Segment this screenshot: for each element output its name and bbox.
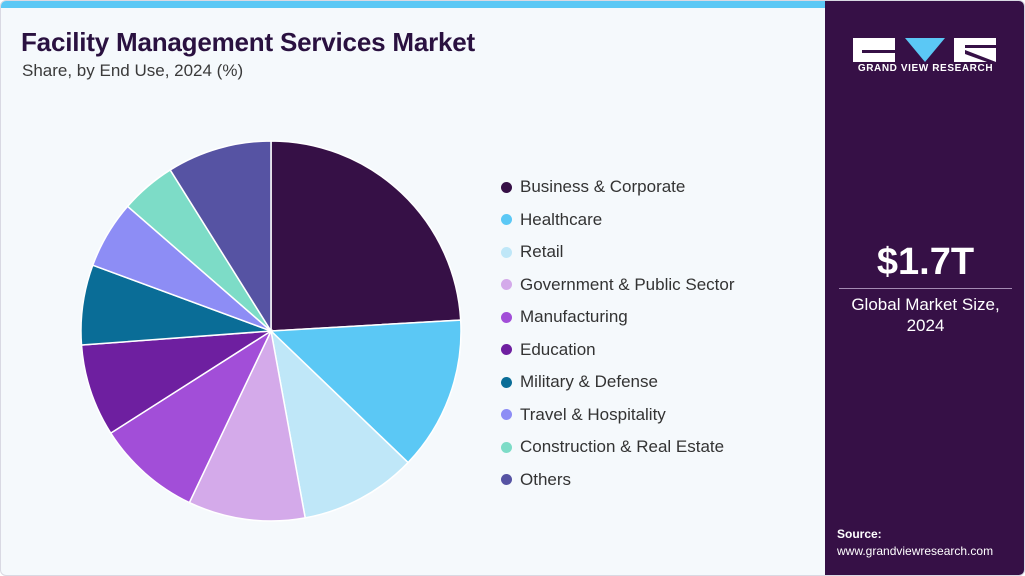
legend-label: Government & Public Sector — [520, 274, 735, 294]
pie-slice-manufacturing — [109, 328, 273, 504]
pie-slice-others — [169, 140, 272, 334]
legend-label: Healthcare — [520, 209, 603, 229]
pie-slice-business-corporate — [270, 140, 462, 332]
pie-slice-retail — [269, 328, 410, 519]
legend-swatch — [501, 409, 512, 421]
sidebar: GRAND VIEW RESEARCH $1.7T Global Market … — [825, 1, 1024, 575]
legend-item: Education — [501, 334, 734, 367]
pie-chart — [80, 140, 462, 522]
legend-item: Business & Corporate — [501, 171, 734, 204]
legend-item: Construction & Real Estate — [501, 431, 734, 464]
pie-slice-government-public-sector — [188, 328, 307, 522]
legend-item: Government & Public Sector — [501, 269, 734, 302]
legend-item: Healthcare — [501, 204, 734, 237]
legend-label: Travel & Hospitality — [520, 404, 666, 424]
legend-item: Others — [501, 464, 734, 497]
pie-slice-education — [80, 330, 272, 435]
gvr-logo-icon — [853, 38, 996, 62]
legend-item: Travel & Hospitality — [501, 399, 734, 432]
divider — [839, 288, 1012, 289]
source-link[interactable]: www.grandviewresearch.com — [837, 544, 994, 558]
legend-swatch — [501, 279, 512, 291]
legend-swatch — [501, 376, 512, 388]
legend-item: Manufacturing — [501, 301, 734, 334]
legend-swatch — [501, 214, 512, 226]
legend-swatch — [501, 474, 512, 486]
source-title: Source: — [837, 527, 882, 541]
legend-swatch — [501, 311, 512, 323]
legend-swatch — [501, 344, 512, 356]
legend-label: Manufacturing — [520, 307, 628, 327]
legend-label: Education — [520, 339, 596, 359]
legend-swatch — [501, 246, 512, 258]
legend-label: Military & Defense — [520, 372, 658, 392]
legend-label: Business & Corporate — [520, 177, 686, 197]
brand-name: GRAND VIEW RESEARCH — [857, 63, 994, 74]
legend-swatch — [501, 181, 512, 193]
legend-label: Others — [520, 469, 572, 489]
legend-swatch — [501, 441, 512, 453]
market-size-value: $1.7T — [876, 241, 975, 283]
accent-bar — [1, 1, 825, 8]
pie-slice-healthcare — [269, 319, 462, 464]
chart-subtitle: Share, by End Use, 2024 (%) — [22, 61, 244, 80]
chart-legend: Business & Corporate Healthcare Retail Gove… — [501, 171, 734, 496]
legend-item: Retail — [501, 236, 734, 269]
legend-label: Construction & Real Estate — [520, 437, 725, 457]
legend-item: Military & Defense — [501, 366, 734, 399]
chart-title: Facility Management Services Market — [21, 27, 475, 57]
legend-label: Retail — [520, 242, 564, 262]
market-size-label: Global Market Size, 2024 — [851, 295, 1000, 335]
